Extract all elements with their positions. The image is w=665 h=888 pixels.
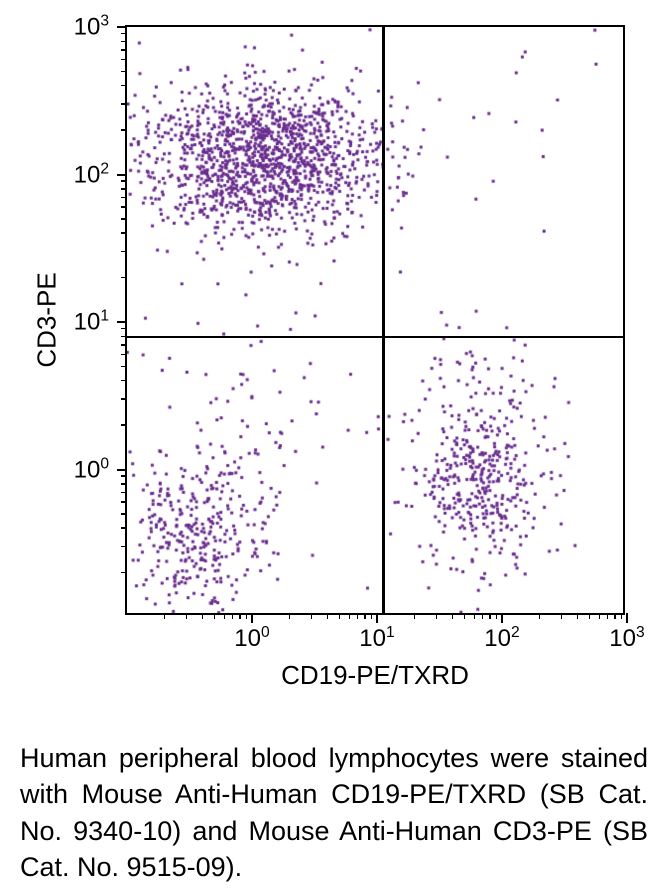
y-tick-label: 103 — [74, 13, 109, 42]
x-axis-label: CD19-PE/TXRD — [281, 660, 469, 691]
quadrant-line-horizontal — [127, 336, 623, 339]
figure-caption: Human peripheral blood lymphocytes were … — [20, 740, 648, 886]
y-tick-label: 102 — [74, 160, 109, 189]
scatter-canvas — [127, 27, 623, 613]
plot-area: CD19-PE/TXRD CD3-PE 10010110210310010110… — [125, 25, 625, 615]
quadrant-line-vertical — [382, 27, 385, 613]
x-tick-label: 102 — [484, 624, 519, 653]
x-tick-label: 100 — [234, 624, 269, 653]
x-tick-label: 101 — [359, 624, 394, 653]
y-axis-label: CD3-PE — [32, 272, 63, 367]
y-tick-label: 101 — [74, 308, 109, 337]
x-tick-label: 103 — [609, 624, 644, 653]
y-tick-label: 100 — [74, 455, 109, 484]
flow-cytometry-chart: CD19-PE/TXRD CD3-PE 100 101 102 103 100 101 10… — [30, 15, 650, 715]
